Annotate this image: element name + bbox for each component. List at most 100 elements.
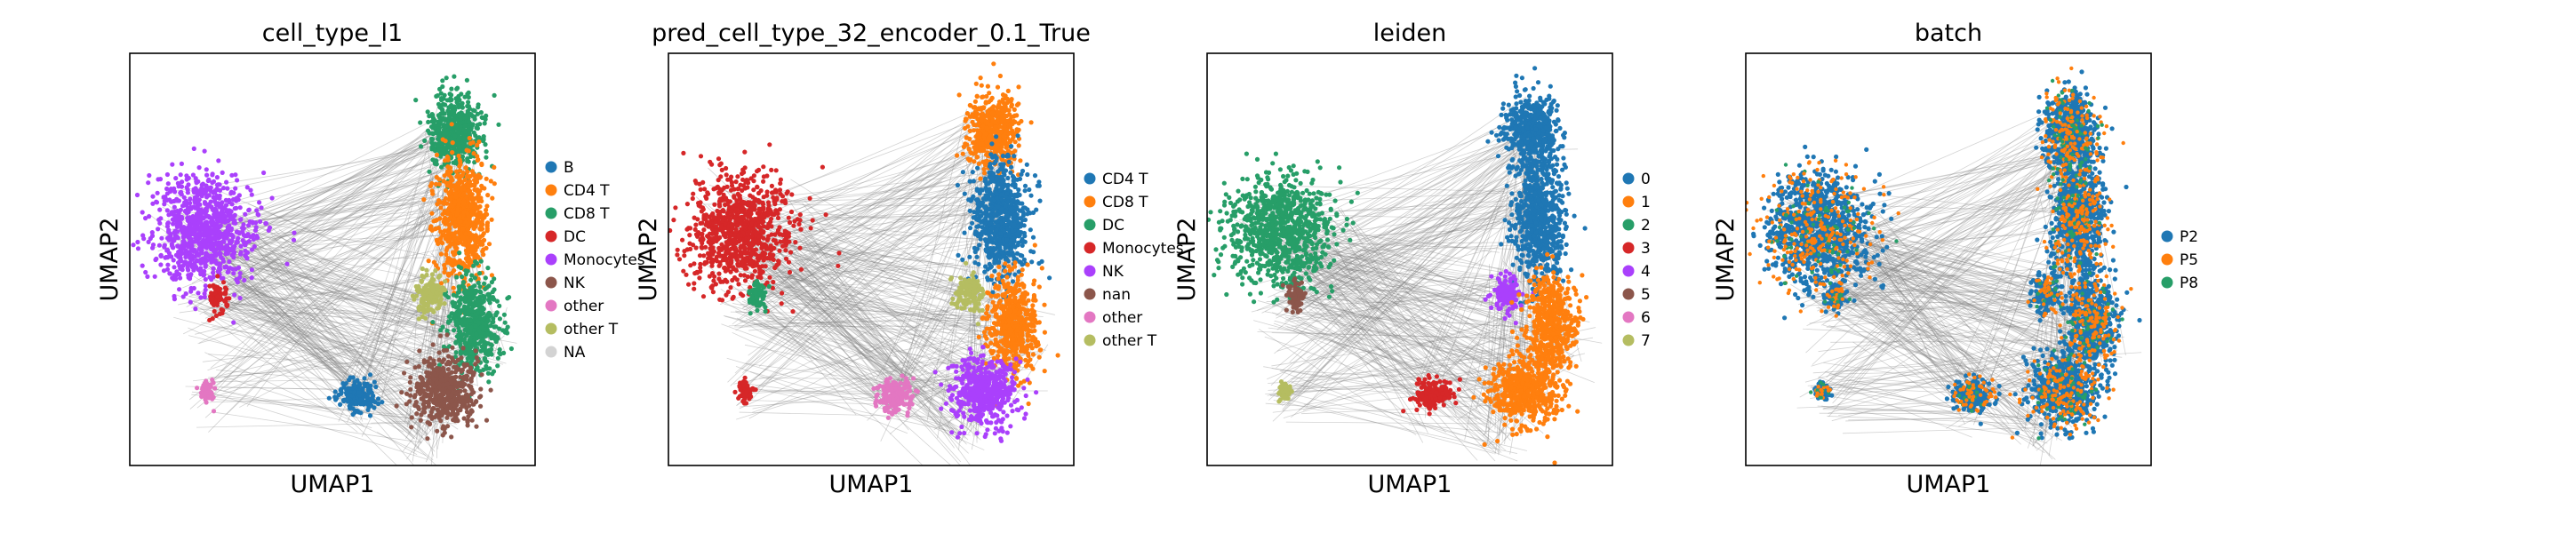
point xyxy=(472,283,477,289)
point xyxy=(456,153,461,159)
point xyxy=(1012,148,1018,154)
point xyxy=(465,188,471,194)
edge xyxy=(716,180,984,212)
point xyxy=(223,251,228,257)
edge xyxy=(746,241,972,433)
point xyxy=(468,398,474,403)
edge xyxy=(197,215,436,345)
edge xyxy=(236,280,459,430)
edge xyxy=(225,274,439,310)
point xyxy=(248,234,253,239)
edge xyxy=(229,129,428,312)
point xyxy=(208,219,213,225)
point xyxy=(458,231,463,236)
point xyxy=(199,259,204,264)
point xyxy=(457,286,462,291)
point xyxy=(464,362,469,368)
point xyxy=(166,229,172,235)
point xyxy=(501,350,507,355)
point xyxy=(154,199,159,204)
point xyxy=(449,311,454,316)
point xyxy=(971,128,977,133)
point xyxy=(439,98,444,103)
point xyxy=(457,251,462,256)
point xyxy=(448,165,453,171)
point xyxy=(163,195,168,201)
point xyxy=(452,328,457,333)
point xyxy=(452,314,458,320)
point xyxy=(203,226,208,231)
point xyxy=(480,213,486,219)
edge xyxy=(246,137,468,255)
point xyxy=(186,267,191,273)
point xyxy=(968,157,973,163)
point xyxy=(454,85,460,91)
point xyxy=(472,343,477,348)
point xyxy=(972,99,978,104)
point xyxy=(471,151,476,156)
edge xyxy=(771,240,973,268)
point xyxy=(449,108,454,115)
point xyxy=(448,197,453,203)
cluster-bottom-left xyxy=(195,377,218,414)
point xyxy=(466,159,471,164)
point xyxy=(445,424,451,429)
point xyxy=(246,223,252,228)
edge xyxy=(260,216,444,395)
point xyxy=(449,86,454,91)
point xyxy=(123,261,127,266)
point xyxy=(424,267,429,273)
point xyxy=(1011,134,1016,139)
point xyxy=(452,364,457,370)
point xyxy=(486,379,492,385)
point xyxy=(232,292,237,298)
point xyxy=(972,159,977,164)
point xyxy=(436,357,442,362)
point xyxy=(192,215,197,220)
point xyxy=(228,232,235,237)
point xyxy=(441,344,446,349)
point xyxy=(444,248,449,253)
point xyxy=(192,197,197,203)
point xyxy=(988,122,993,127)
point xyxy=(241,233,246,238)
point xyxy=(468,378,474,384)
edge xyxy=(250,133,453,255)
point xyxy=(967,128,972,133)
point xyxy=(446,354,452,359)
point xyxy=(244,240,249,245)
point xyxy=(494,310,500,315)
point xyxy=(463,165,468,171)
point xyxy=(956,92,962,98)
point xyxy=(475,142,480,147)
edge xyxy=(726,204,982,434)
point xyxy=(219,306,224,312)
point xyxy=(450,398,455,403)
point xyxy=(404,391,410,396)
point xyxy=(426,119,431,124)
edge xyxy=(738,382,899,405)
point xyxy=(162,243,167,248)
point xyxy=(178,275,183,281)
point xyxy=(404,359,410,364)
legend-label: DC xyxy=(564,228,586,246)
point xyxy=(502,320,508,325)
point xyxy=(208,188,214,194)
point xyxy=(461,198,467,203)
point xyxy=(470,355,476,361)
edge xyxy=(754,286,1007,332)
edge xyxy=(218,298,496,371)
edge xyxy=(759,266,954,280)
point xyxy=(508,346,515,352)
point xyxy=(159,235,164,241)
edge xyxy=(220,305,420,432)
edge xyxy=(786,195,899,370)
point xyxy=(473,323,478,329)
point xyxy=(147,214,152,219)
legend-marker xyxy=(545,184,557,196)
edge xyxy=(263,196,462,224)
point xyxy=(433,395,438,401)
edge xyxy=(230,303,471,319)
point xyxy=(203,264,208,269)
